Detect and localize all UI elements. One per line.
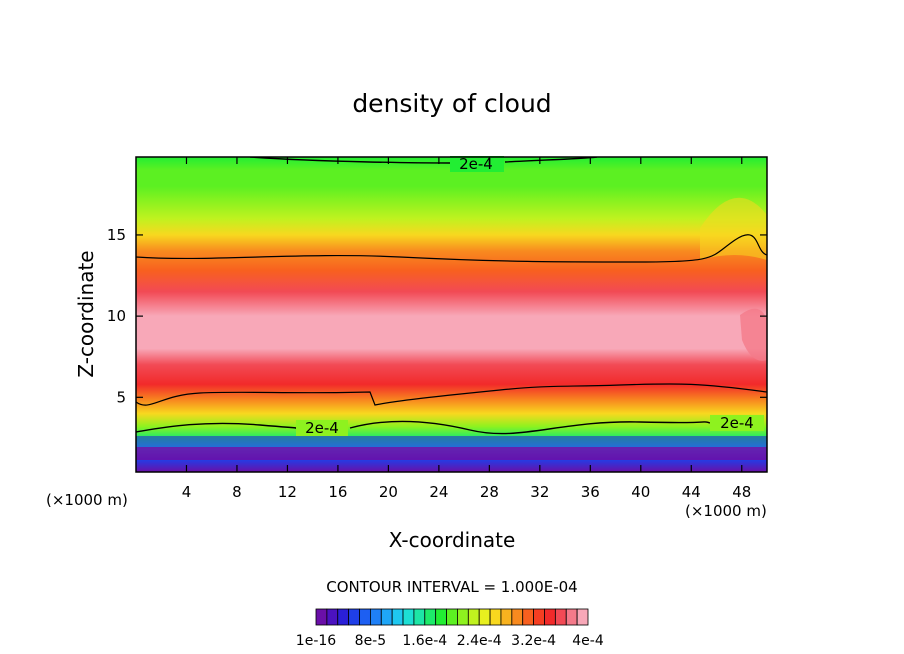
- colorbar-swatch: [500, 608, 513, 626]
- x-tick-label: 48: [732, 483, 751, 501]
- contour-line-3e-4-lower: [136, 383, 767, 406]
- x-axis-title: X-coordinate: [389, 528, 516, 552]
- contour-label-mid: 2e-4: [296, 419, 348, 437]
- x-tick-label: 28: [480, 483, 499, 501]
- x-tick-label: 24: [429, 483, 448, 501]
- x-tick-label: 4: [182, 483, 192, 501]
- colorbar-swatch: [369, 608, 382, 626]
- colorbar-swatch: [413, 608, 426, 626]
- colorbar-swatch: [435, 608, 447, 626]
- colorbar-label: 1.6e-4: [402, 633, 447, 649]
- contour-label-right: 2e-4: [710, 414, 764, 432]
- colorbar-label: 1e-16: [296, 633, 336, 649]
- colorbar-swatch: [326, 608, 339, 626]
- x-tick-label: 8: [232, 483, 242, 501]
- y-tick-label: 10: [107, 307, 126, 325]
- x-unit-right: (×1000 m): [685, 502, 767, 520]
- plot-frame: [135, 156, 768, 473]
- surface-band-dark: [136, 447, 767, 460]
- colorbar-label: 3.2e-4: [511, 633, 556, 649]
- colorbar-swatch: [467, 608, 480, 626]
- plot-field: [136, 157, 767, 472]
- colorbar-labels: 1e-16 8e-5 1.6e-4 2.4e-4 3.2e-4 4e-4: [296, 633, 604, 649]
- density-field: [136, 157, 767, 472]
- x-unit-left: (×1000 m): [46, 491, 128, 509]
- colorbar-swatch: [565, 608, 578, 626]
- colorbar-swatch: [315, 608, 328, 626]
- contour-label-top: 2e-4: [450, 155, 504, 173]
- colorbar-swatch: [424, 608, 437, 626]
- contour-label-mid-text: 2e-4: [305, 419, 339, 437]
- y-axis-title: Z-coordinate: [74, 250, 98, 377]
- x-tick-label: 32: [530, 483, 549, 501]
- x-tick-label: 44: [682, 483, 701, 501]
- field-patch-high: [740, 308, 767, 361]
- contour-interval-text: CONTOUR INTERVAL = 1.000E-04: [326, 578, 577, 596]
- x-tick-label: 16: [328, 483, 347, 501]
- colorbar-swatch: [544, 608, 556, 626]
- colorbar-swatch: [533, 608, 545, 626]
- x-tick-label: 12: [278, 483, 297, 501]
- colorbar-label: 4e-4: [572, 633, 604, 649]
- x-tick-label: 40: [631, 483, 650, 501]
- y-tick-label: 15: [107, 226, 126, 244]
- chart-title: density of cloud: [352, 89, 551, 118]
- colorbar-swatch: [348, 608, 360, 626]
- colorbar-swatch: [446, 608, 458, 626]
- colorbar-swatch: [337, 608, 350, 626]
- x-tick-label: 20: [379, 483, 398, 501]
- colorbar-swatch: [402, 608, 415, 626]
- field-patch-right-top: [700, 197, 767, 260]
- x-tick-label: 36: [581, 483, 600, 501]
- colorbar-swatch: [359, 608, 371, 626]
- surface-band-blue: [136, 436, 767, 447]
- colorbar: [315, 608, 589, 626]
- colorbar-swatch: [511, 608, 524, 626]
- colorbar-swatch: [457, 608, 469, 626]
- contour-line-3e-4-upper: [136, 234, 767, 263]
- y-tick-label: 5: [116, 388, 126, 406]
- contour-label-right-text: 2e-4: [720, 414, 754, 432]
- colorbar-label: 8e-5: [355, 633, 386, 649]
- colorbar-swatch: [576, 608, 589, 626]
- colorbar-swatch: [522, 608, 534, 626]
- colorbar-swatch: [380, 608, 393, 626]
- y-axis-ticks: 5 10 15: [107, 226, 767, 406]
- colorbar-swatch: [489, 608, 502, 626]
- x-axis-ticks: 4 8 12 16 20 24 28 32 36 40 44 48: [182, 157, 751, 501]
- colorbar-swatch: [554, 608, 567, 626]
- colorbar-swatch: [478, 608, 491, 626]
- colorbar-swatch: [391, 608, 404, 626]
- contour-label-top-text: 2e-4: [459, 155, 493, 173]
- colorbar-label: 2.4e-4: [457, 633, 502, 649]
